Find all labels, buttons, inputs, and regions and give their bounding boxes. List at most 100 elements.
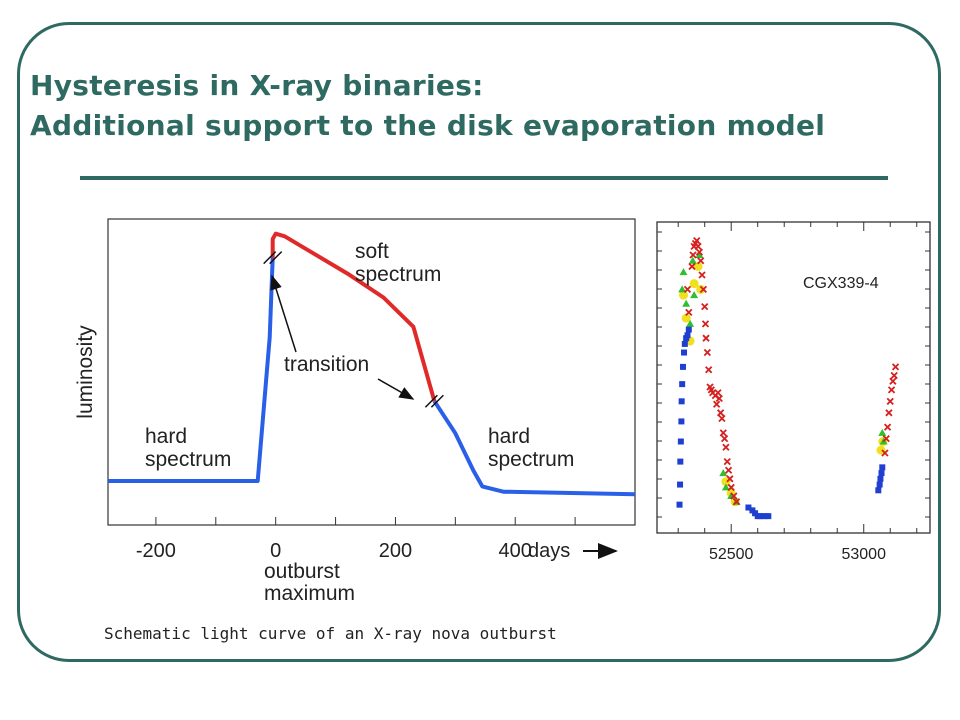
- data-point-cross: [705, 366, 713, 374]
- data-point-cross: [685, 308, 693, 316]
- hard-state-line: [108, 257, 275, 483]
- observed-data-points: [676, 236, 900, 520]
- data-point-triangle: [721, 483, 730, 491]
- observed-plot-frame: [656, 221, 931, 534]
- transition-arrow-up: [270, 274, 297, 353]
- data-point-square: [761, 513, 768, 520]
- data-point-cross: [703, 348, 711, 357]
- data-point-cross: [883, 423, 892, 431]
- data-point-square: [757, 513, 764, 520]
- data-point-cross: [891, 363, 900, 371]
- y-axis-label: luminosity: [74, 325, 97, 419]
- x-tick-label: 0: [270, 540, 281, 562]
- data-point-cross: [887, 386, 896, 394]
- source-annotation: CGX339-4: [803, 275, 879, 292]
- data-point-cross: [715, 394, 723, 403]
- transition-break-mark: [269, 251, 283, 265]
- data-point-cross: [719, 429, 727, 437]
- slide-title: Hysteresis in X-ray binaries: Additional…: [30, 66, 825, 146]
- transition-break-mark: [424, 394, 438, 408]
- data-point-square: [684, 332, 691, 339]
- hard-state-line: [432, 400, 636, 497]
- transition-arrow-down: [377, 378, 415, 400]
- data-point-square: [677, 458, 684, 465]
- data-point-square: [678, 398, 685, 405]
- x-tick-label: -200: [136, 540, 176, 562]
- data-point-circle: [681, 313, 691, 323]
- data-point-square: [875, 487, 882, 494]
- title-line-1: Hysteresis in X-ray binaries:: [30, 69, 484, 102]
- data-point-square: [877, 475, 884, 482]
- slide-frame: [17, 22, 941, 662]
- data-point-triangle: [688, 256, 697, 264]
- data-point-square: [685, 326, 692, 333]
- hard-left-label-2: spectrum: [145, 448, 231, 471]
- data-point-cross: [720, 435, 729, 443]
- schematic-curves: [108, 231, 636, 497]
- data-point-cross: [727, 483, 735, 492]
- data-point-cross: [890, 371, 898, 380]
- soft-label-1: soft: [355, 240, 389, 263]
- data-point-triangle: [686, 319, 695, 327]
- data-point-cross: [881, 449, 889, 457]
- data-point-cross: [886, 397, 894, 405]
- x-tick-label: 52500: [709, 546, 754, 563]
- data-point-square: [676, 501, 683, 508]
- data-point-cross: [712, 400, 721, 408]
- data-point-cross: [716, 409, 725, 417]
- data-point-cross: [882, 435, 890, 443]
- zero-annotation-line-2: maximum: [264, 582, 355, 605]
- schematic-x-ticks: -200 0 200 400: [136, 517, 576, 562]
- data-point-triangle: [878, 428, 887, 436]
- data-point-cross: [689, 251, 697, 259]
- data-point-cross: [694, 242, 702, 250]
- data-point-circle: [693, 261, 703, 271]
- data-point-cross: [718, 414, 726, 423]
- data-point-triangle: [719, 469, 728, 477]
- data-point-cross: [885, 409, 893, 417]
- figure-caption: Schematic light curve of an X-ray nova o…: [104, 624, 557, 643]
- data-point-cross: [697, 257, 705, 265]
- observed-frame-ticks: [657, 222, 930, 533]
- schematic-chart: -200 0 200 400 luminosity hard spectrum sof…: [74, 218, 636, 605]
- hard-right-label-2: spectrum: [488, 448, 574, 471]
- data-point-triangle: [679, 268, 688, 276]
- zero-annotation-line-1: outburst: [264, 560, 340, 583]
- x-axis-label: days: [528, 540, 570, 562]
- title-line-2: Additional support to the disk evaporati…: [30, 109, 826, 142]
- data-point-square: [681, 340, 688, 347]
- x-tick-label: 53000: [841, 546, 886, 563]
- data-point-circle: [679, 290, 689, 300]
- data-point-square: [679, 363, 686, 370]
- schematic-plot-frame: [107, 218, 636, 526]
- data-point-cross: [730, 492, 738, 500]
- data-point-triangle: [690, 291, 699, 299]
- data-point-square: [677, 481, 684, 488]
- data-point-square: [745, 504, 752, 511]
- data-point-triangle: [678, 285, 687, 293]
- data-point-triangle: [695, 250, 704, 258]
- data-point-square: [878, 470, 885, 477]
- soft-label-2: spectrum: [355, 263, 441, 286]
- data-point-square: [879, 464, 886, 471]
- data-point-cross: [702, 334, 710, 342]
- x-tick-label: 400: [499, 540, 532, 562]
- soft-state-line: [270, 231, 437, 402]
- data-point-circle: [696, 284, 706, 294]
- data-point-square: [679, 381, 686, 388]
- data-point-cross: [699, 285, 708, 294]
- data-point-cross: [695, 248, 704, 256]
- data-point-cross: [732, 498, 741, 506]
- data-point-square: [765, 513, 772, 520]
- data-point-square: [678, 418, 685, 425]
- transition-markers: [263, 251, 444, 408]
- data-point-square: [681, 349, 688, 356]
- transition-break-mark: [430, 394, 444, 408]
- data-point-cross: [889, 377, 897, 385]
- hard-right-label-1: hard: [488, 425, 530, 448]
- data-point-cross: [726, 475, 734, 483]
- title-underline: [80, 176, 888, 180]
- data-point-cross: [698, 271, 706, 279]
- x-tick-label: 200: [379, 540, 412, 562]
- data-point-cross: [683, 285, 692, 294]
